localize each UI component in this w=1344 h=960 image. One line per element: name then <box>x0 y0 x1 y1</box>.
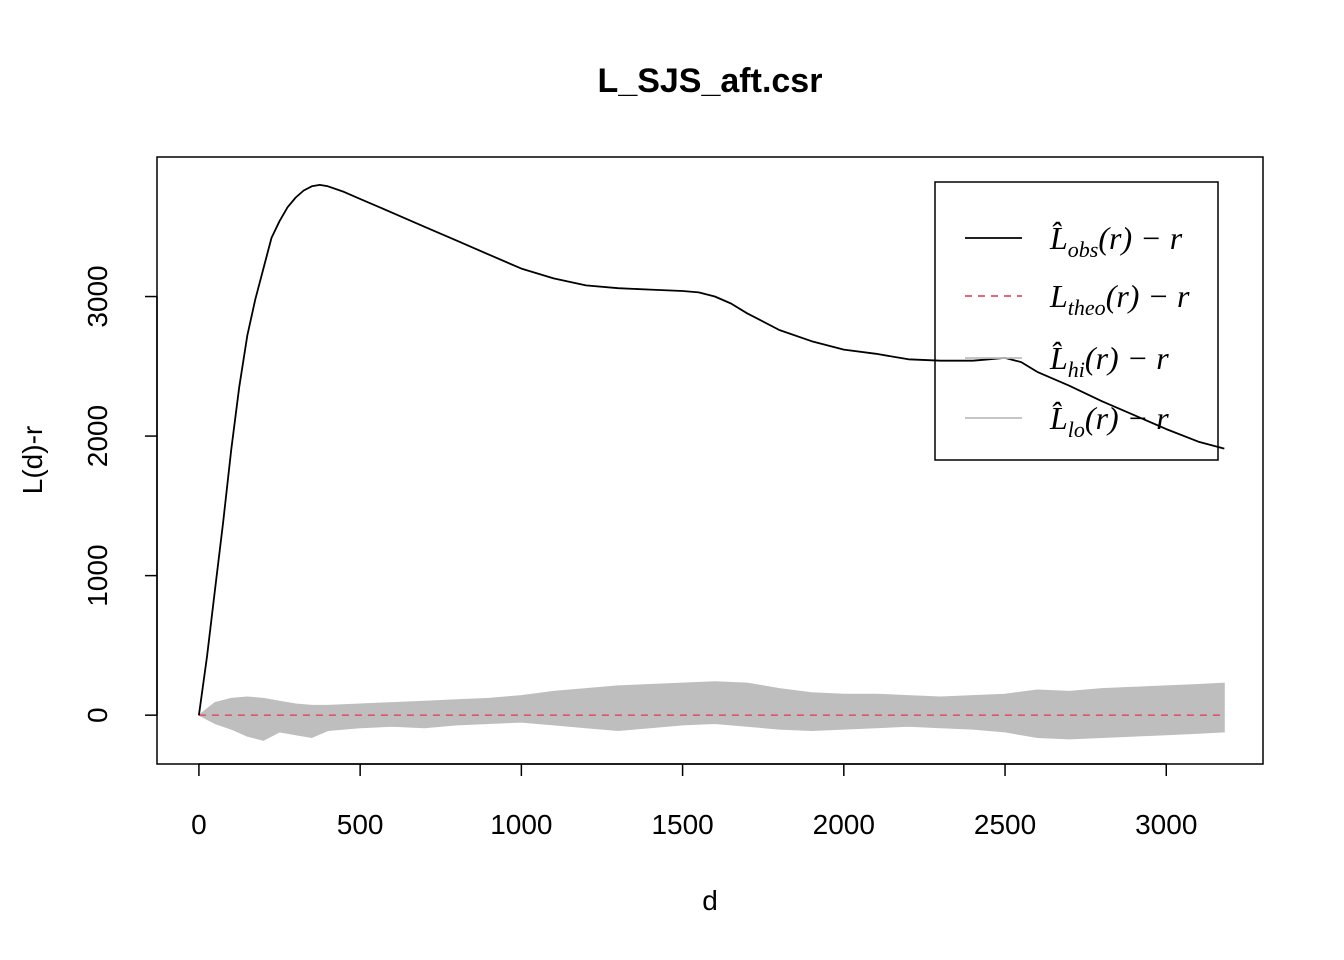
legend-label-hi: L̂hi(r) − r <box>1049 340 1169 382</box>
x-tick-label: 0 <box>191 809 207 840</box>
y-axis-label: L(d)-r <box>17 426 48 494</box>
x-tick-label: 2500 <box>974 809 1036 840</box>
envelope-layer <box>197 681 1225 741</box>
x-tick-label: 500 <box>337 809 384 840</box>
legend-label-obs: L̂obs(r) − r <box>1049 220 1183 262</box>
legend-label-theo: Ltheo(r) − r <box>1049 278 1190 320</box>
y-tick-label: 2000 <box>82 405 113 467</box>
x-axis: 0 500 1000 1500 2000 2500 3000 <box>191 763 1197 840</box>
x-tick-label: 1500 <box>651 809 713 840</box>
y-tick-label: 3000 <box>82 265 113 327</box>
chart-title: L_SJS_aft.csr <box>598 62 823 100</box>
x-tick-label: 3000 <box>1135 809 1197 840</box>
y-tick-label: 0 <box>82 707 113 723</box>
x-tick-label: 1000 <box>490 809 552 840</box>
y-tick-label: 1000 <box>82 544 113 606</box>
envelope-band <box>197 681 1225 741</box>
x-tick-label: 2000 <box>813 809 875 840</box>
y-axis: 0 1000 2000 3000 <box>82 265 158 723</box>
legend-label-lo: L̂lo(r) − r <box>1049 400 1169 442</box>
legend: L̂obs(r) − r Ltheo(r) − r L̂hi(r) − r L̂lo(… <box>934 181 1219 461</box>
legend-box <box>934 181 1219 461</box>
legend-items: L̂obs(r) − r Ltheo(r) − r L̂hi(r) − r L̂lo(… <box>965 220 1190 442</box>
x-axis-label: d <box>702 885 718 916</box>
